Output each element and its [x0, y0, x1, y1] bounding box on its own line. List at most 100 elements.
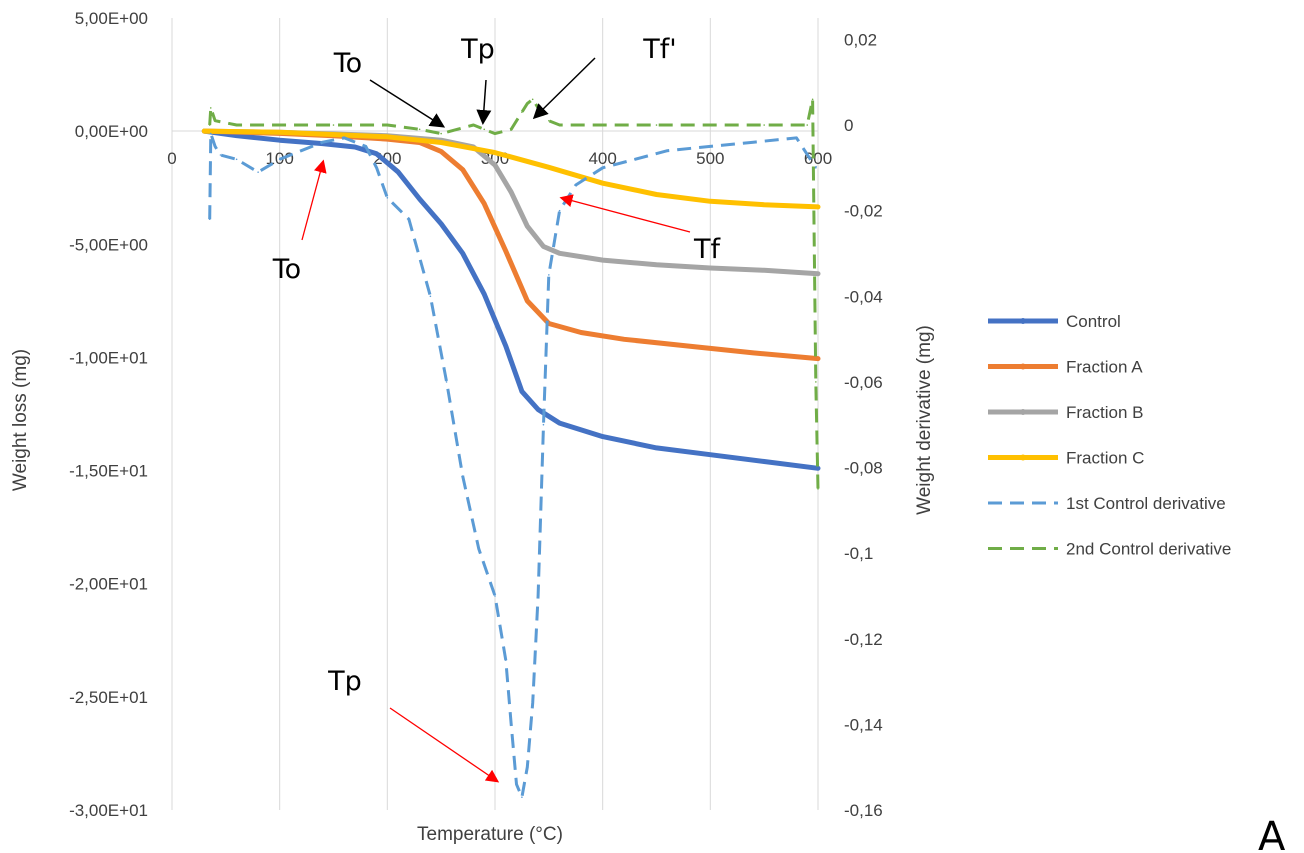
data-point-1st-control-derivative	[542, 423, 545, 426]
data-point-fraction-c	[385, 135, 389, 139]
data-point-1st-control-derivative	[531, 702, 534, 704]
data-point-1st-control-derivative	[558, 209, 561, 212]
y-axis-title: Weight loss (mg)	[10, 349, 31, 491]
data-point-2nd-control-derivative	[526, 102, 529, 105]
data-point-1st-control-derivative	[537, 595, 539, 597]
data-point-fraction-a	[751, 351, 756, 355]
data-point-fraction-b	[654, 263, 659, 267]
annotation-label-tf: Tf	[693, 234, 721, 265]
data-point-1st-control-derivative	[515, 783, 518, 786]
data-point-fraction-a	[622, 337, 626, 341]
y2-axis-title: Weight derivative (mg)	[914, 325, 935, 515]
data-point-2nd-control-derivative	[558, 124, 561, 126]
legend-label-fraction-c: Fraction C	[1066, 449, 1144, 468]
plot-area	[201, 97, 821, 799]
data-point-2nd-control-derivative	[815, 381, 817, 383]
data-point-1st-control-derivative	[375, 167, 378, 169]
data-point-1st-control-derivative	[209, 132, 212, 135]
data-point-fraction-c	[547, 165, 551, 169]
data-point-2nd-control-derivative	[601, 124, 604, 126]
legend-label-fraction-a: Fraction A	[1066, 358, 1143, 377]
annotation-arrow-tf	[532, 57, 596, 120]
data-point-2nd-control-derivative	[655, 124, 658, 126]
annotation-arrow-to	[369, 79, 446, 128]
y2-tick-label: 0,02	[844, 30, 877, 49]
series-line-1st-control-derivative	[208, 132, 818, 799]
data-point-1st-control-derivative	[445, 381, 448, 383]
x-tick-label-0: 0	[167, 149, 176, 168]
data-point-1st-control-derivative	[208, 218, 211, 221]
data-point-fraction-c	[439, 140, 443, 145]
data-point-fraction-c	[708, 199, 712, 203]
data-point-1st-control-derivative	[494, 595, 496, 597]
data-point-fraction-c	[654, 192, 659, 197]
x-tick-label-500: 500	[696, 149, 724, 168]
data-point-fraction-c	[493, 151, 497, 155]
data-point-2nd-control-derivative	[483, 128, 486, 131]
data-point-2nd-control-derivative	[811, 98, 814, 101]
data-point-1st-control-derivative	[461, 475, 464, 477]
data-point-1st-control-derivative	[510, 723, 512, 726]
annotation-label-to: To	[272, 254, 301, 285]
data-point-1st-control-derivative	[300, 149, 303, 152]
data-point-2nd-control-derivative	[472, 124, 475, 126]
data-point-1st-control-derivative	[219, 154, 222, 156]
data-point-1st-control-derivative	[666, 149, 669, 152]
legend-label-control: Control	[1066, 312, 1121, 331]
data-point-fraction-c	[762, 203, 766, 207]
y2-tick-label: -0,1	[844, 544, 873, 563]
y2-tick-label: -0,08	[844, 459, 883, 478]
legend-marker-fraction-a	[1020, 363, 1026, 370]
data-point-2nd-control-derivative	[418, 128, 421, 131]
data-point-2nd-control-derivative	[531, 98, 534, 101]
data-point-1st-control-derivative	[278, 158, 281, 161]
legend-marker-fraction-c	[1020, 454, 1026, 461]
data-point-control	[353, 145, 357, 149]
data-point-control	[278, 138, 282, 142]
data-point-fraction-c	[278, 130, 282, 134]
data-point-1st-control-derivative	[408, 218, 410, 221]
data-point-1st-control-derivative	[548, 274, 550, 276]
y-tick-label: -2,50E+01	[69, 688, 148, 707]
data-point-2nd-control-derivative	[580, 124, 582, 126]
legend-marker-fraction-b	[1020, 409, 1026, 415]
data-point-fraction-b	[762, 268, 766, 272]
data-point-fraction-a	[504, 249, 508, 253]
data-point-1st-control-derivative	[601, 167, 604, 169]
data-point-1st-control-derivative	[429, 295, 432, 298]
data-point-1st-control-derivative	[257, 171, 259, 173]
annotation-arrow-tp	[476, 79, 492, 125]
data-point-1st-control-derivative	[343, 137, 346, 139]
data-point-control	[439, 222, 443, 226]
data-point-control	[504, 344, 508, 348]
data-point-fraction-a	[482, 201, 486, 206]
x-tick-label-600: 600	[804, 149, 832, 168]
data-point-1st-control-derivative	[321, 141, 324, 143]
data-point-2nd-control-derivative	[456, 128, 459, 131]
series-line-2nd-control-derivative	[208, 97, 820, 489]
data-point-2nd-control-derivative	[209, 107, 212, 109]
y2-tick-label: -0,16	[844, 801, 883, 820]
data-point-2nd-control-derivative	[537, 107, 539, 109]
data-point-2nd-control-derivative	[817, 488, 819, 490]
data-point-control	[482, 292, 486, 296]
data-point-fraction-b	[708, 266, 712, 270]
data-point-fraction-a	[461, 168, 465, 172]
data-point-2nd-control-derivative	[806, 124, 809, 126]
data-point-fraction-b	[541, 244, 546, 249]
annotations: To Tp Tf' To Tf Tp	[272, 34, 721, 783]
y2-tick-label: 0	[844, 116, 853, 135]
data-point-2nd-control-derivative	[332, 124, 335, 126]
data-point-2nd-control-derivative	[386, 124, 389, 126]
data-point-1st-control-derivative	[526, 766, 529, 768]
x-axis-title: Temperature (°C)	[417, 824, 563, 845]
data-point-fraction-b	[816, 272, 820, 276]
data-point-fraction-b	[601, 258, 605, 262]
series-line-control	[201, 128, 821, 471]
data-point-control	[601, 435, 605, 439]
y-tick-label: -2,00E+01	[69, 575, 148, 594]
data-point-fraction-b	[558, 251, 562, 255]
y2-tick-label: -0,12	[844, 630, 883, 649]
data-point-fraction-b	[525, 224, 529, 228]
y2-tick-label: -0,04	[844, 287, 883, 306]
